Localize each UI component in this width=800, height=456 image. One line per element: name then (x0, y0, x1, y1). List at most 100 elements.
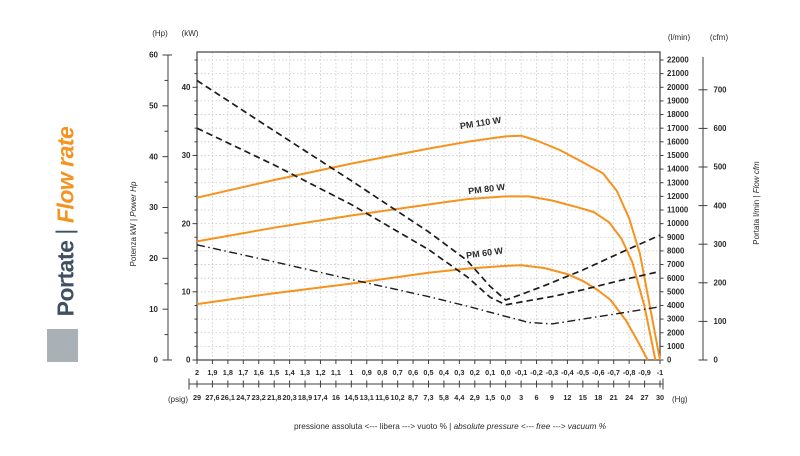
svg-text:0,1: 0,1 (485, 368, 495, 377)
svg-text:17,4: 17,4 (313, 393, 328, 402)
svg-text:17000: 17000 (667, 124, 689, 133)
psig-unit-label: (psig) (168, 395, 188, 404)
svg-text:0,0: 0,0 (501, 368, 511, 377)
svg-text:40: 40 (149, 152, 158, 161)
svg-text:30: 30 (149, 203, 158, 212)
svg-text:pressione assoluta <--- libera: pressione assoluta <--- libera ---> vuot… (294, 422, 606, 431)
svg-text:0: 0 (667, 356, 672, 365)
svg-text:1,2: 1,2 (315, 368, 325, 377)
svg-text:1,1: 1,1 (331, 368, 341, 377)
svg-text:20,3: 20,3 (282, 393, 296, 402)
svg-text:(psig): (psig) (168, 395, 188, 404)
svg-text:14000: 14000 (667, 165, 689, 174)
bar-axis: 2 1,9 1,8 1,7 1,6 1,5 1,4 1,3 1,2 1,1 1 0,9 0,8 0,7 0,… (195, 360, 663, 377)
svg-text:0,3: 0,3 (454, 368, 464, 377)
svg-text:21,8: 21,8 (267, 393, 281, 402)
svg-text:-1: -1 (657, 368, 664, 377)
grid-vertical (212, 52, 645, 360)
svg-text:24: 24 (625, 393, 634, 402)
psig-axis: 29 27,6 26,1 24,7 23,2 21,8 20,3 18,9 17,4 16 14,5… (188, 378, 664, 402)
svg-text:PM 80 W: PM 80 W (468, 182, 506, 196)
svg-text:40: 40 (182, 83, 191, 92)
svg-text:18: 18 (594, 393, 602, 402)
svg-text:0,6: 0,6 (408, 368, 418, 377)
svg-text:26,1: 26,1 (221, 393, 235, 402)
svg-text:15000: 15000 (667, 151, 689, 160)
svg-text:3000: 3000 (667, 315, 685, 324)
svg-text:1: 1 (349, 368, 353, 377)
svg-text:700: 700 (714, 85, 728, 94)
svg-text:10,2: 10,2 (391, 393, 405, 402)
grid-horizontal (197, 59, 660, 347)
svg-text:400: 400 (714, 201, 728, 210)
hg-unit-label: (Hg) (672, 395, 688, 404)
svg-text:5,8: 5,8 (439, 393, 449, 402)
svg-text:20: 20 (182, 219, 191, 228)
svg-text:1,4: 1,4 (285, 368, 296, 377)
svg-text:2: 2 (195, 368, 199, 377)
svg-text:(l/min): (l/min) (668, 33, 691, 42)
svg-text:18,9: 18,9 (298, 393, 312, 402)
svg-text:-0,4: -0,4 (561, 368, 575, 377)
svg-text:-0,1: -0,1 (515, 368, 528, 377)
svg-text:30: 30 (182, 151, 191, 160)
svg-text:21000: 21000 (667, 69, 689, 78)
svg-text:0,7: 0,7 (393, 368, 403, 377)
svg-text:10: 10 (149, 305, 158, 314)
svg-text:13000: 13000 (667, 178, 689, 187)
svg-text:Portata l/min | Flow cfm: Portata l/min | Flow cfm (752, 161, 761, 245)
svg-text:15: 15 (579, 393, 587, 402)
power-curve-pm-60-w (196, 244, 661, 325)
plot-border (196, 51, 661, 361)
svg-text:0,8: 0,8 (377, 368, 387, 377)
curve-labels: PM 110 W PM 80 W PM 60 W (459, 115, 506, 261)
svg-text:5000: 5000 (667, 287, 685, 296)
svg-text:1,5: 1,5 (269, 368, 279, 377)
hp-axis: 0 10 20 30 40 50 60 (Hp) (149, 29, 172, 365)
svg-text:16: 16 (332, 393, 340, 402)
flow-curve-pm-110-w (196, 134, 661, 361)
svg-text:300: 300 (714, 240, 728, 249)
svg-text:0: 0 (186, 356, 191, 365)
svg-text:9: 9 (550, 393, 554, 402)
lmin-axis: 0 1000 2000 3000 4000 5000 6000 7000 8000 9000 100… (660, 33, 690, 365)
svg-text:1,5: 1,5 (485, 393, 495, 402)
svg-text:2000: 2000 (667, 328, 685, 337)
svg-text:23,2: 23,2 (252, 393, 266, 402)
kw-axis: 0 10 20 30 40 (kW) (182, 29, 199, 365)
svg-text:7,3: 7,3 (423, 393, 433, 402)
svg-text:0,9: 0,9 (362, 368, 372, 377)
svg-text:1,6: 1,6 (254, 368, 264, 377)
svg-text:100: 100 (714, 317, 728, 326)
svg-text:(Hg): (Hg) (672, 395, 688, 404)
svg-text:1000: 1000 (667, 342, 685, 351)
cfm-axis: 0 100 200 300 400 500 600 700 (cfm) (698, 33, 728, 365)
svg-text:24,7: 24,7 (236, 393, 250, 402)
svg-text:4000: 4000 (667, 301, 685, 310)
brand-square (47, 329, 78, 362)
svg-text:30: 30 (656, 393, 664, 402)
svg-text:12000: 12000 (667, 192, 689, 201)
svg-text:(Hp): (Hp) (152, 29, 168, 38)
svg-text:1,8: 1,8 (223, 368, 233, 377)
svg-text:0: 0 (714, 356, 719, 365)
svg-text:(kW): (kW) (182, 29, 199, 38)
power-curve-pm-80-w (196, 127, 661, 306)
flow-curve-pm-80-w (196, 195, 657, 361)
right-axis-title: Portata l/min | Flow cfm (752, 161, 761, 245)
svg-text:29: 29 (193, 393, 201, 402)
svg-text:0,0: 0,0 (501, 393, 511, 402)
svg-text:200: 200 (714, 278, 728, 287)
svg-text:60: 60 (149, 51, 158, 60)
svg-text:19000: 19000 (667, 97, 689, 106)
svg-text:PM 60 W: PM 60 W (466, 245, 505, 260)
svg-text:13,1: 13,1 (360, 393, 374, 402)
svg-text:8000: 8000 (667, 247, 685, 256)
svg-text:500: 500 (714, 163, 728, 172)
svg-text:11,6: 11,6 (375, 393, 389, 402)
svg-text:-0,5: -0,5 (577, 368, 590, 377)
svg-text:3: 3 (519, 393, 523, 402)
svg-text:20: 20 (149, 254, 158, 263)
